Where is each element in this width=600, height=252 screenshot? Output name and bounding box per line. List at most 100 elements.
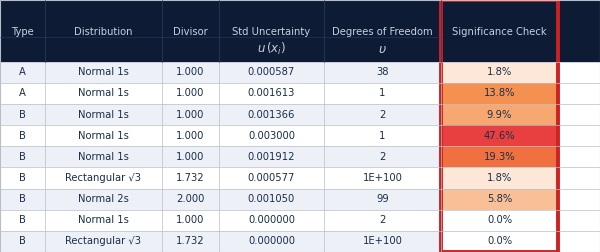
Text: 0.0%: 0.0% (487, 236, 512, 246)
Text: 1.000: 1.000 (176, 110, 205, 120)
Bar (0, 167, 45, 188)
Text: Normal 2s: Normal 2s (78, 194, 129, 204)
Text: 13.8%: 13.8% (484, 88, 515, 99)
Bar (324, 104, 441, 125)
Text: Normal 1s: Normal 1s (78, 110, 129, 120)
Text: 2: 2 (379, 152, 386, 162)
Bar (219, 167, 324, 188)
Bar (441, 104, 558, 125)
Text: 1.8%: 1.8% (487, 173, 512, 183)
Text: B: B (19, 236, 26, 246)
Bar (219, 104, 324, 125)
Text: B: B (19, 152, 26, 162)
Text: 0.003000: 0.003000 (248, 131, 295, 141)
Bar (324, 231, 441, 252)
Bar (0, 188, 45, 210)
Text: 47.6%: 47.6% (484, 131, 515, 141)
Text: Normal 1s: Normal 1s (78, 131, 129, 141)
Bar (0, 210, 45, 231)
Bar (441, 167, 558, 188)
Text: 1.000: 1.000 (176, 67, 205, 77)
Text: 99: 99 (376, 194, 389, 204)
Text: B: B (19, 215, 26, 225)
Text: $u\,(x_i)$: $u\,(x_i)$ (257, 41, 286, 57)
Text: 0.001366: 0.001366 (248, 110, 295, 120)
Bar (219, 188, 324, 210)
Text: 5.8%: 5.8% (487, 194, 512, 204)
Text: A: A (19, 88, 26, 99)
Text: B: B (19, 110, 26, 120)
Bar (441, 83, 558, 104)
Bar (441, 231, 558, 252)
Bar (441, 0, 558, 252)
Text: 1: 1 (379, 131, 386, 141)
Bar (45, 62, 162, 83)
Bar (324, 210, 441, 231)
Bar (0, 146, 45, 167)
Bar (162, 210, 219, 231)
Bar (162, 167, 219, 188)
Bar (162, 125, 219, 146)
Text: 0.001613: 0.001613 (248, 88, 295, 99)
Bar (0, 104, 45, 125)
Text: 2: 2 (379, 215, 386, 225)
Bar (219, 83, 324, 104)
Text: 0.000587: 0.000587 (248, 67, 295, 77)
Bar (441, 125, 558, 146)
Text: Normal 1s: Normal 1s (78, 67, 129, 77)
Text: A: A (19, 67, 26, 77)
Bar (162, 83, 219, 104)
Text: 38: 38 (376, 67, 389, 77)
Bar (162, 188, 219, 210)
Text: 1: 1 (379, 88, 386, 99)
Text: 1.732: 1.732 (176, 173, 205, 183)
Bar (162, 62, 219, 83)
Text: 1E+100: 1E+100 (362, 173, 403, 183)
Bar (324, 167, 441, 188)
Bar (0, 231, 45, 252)
Bar (0, 62, 45, 83)
Text: $\upsilon$: $\upsilon$ (378, 43, 387, 56)
Text: 1E+100: 1E+100 (362, 236, 403, 246)
Bar (324, 146, 441, 167)
Bar (441, 210, 558, 231)
Text: 19.3%: 19.3% (484, 152, 515, 162)
Bar (162, 104, 219, 125)
Bar (45, 104, 162, 125)
Text: Degrees of Freedom: Degrees of Freedom (332, 27, 433, 37)
Bar (324, 83, 441, 104)
Text: 1.000: 1.000 (176, 152, 205, 162)
Text: 0.0%: 0.0% (487, 215, 512, 225)
Bar (219, 125, 324, 146)
Text: 2: 2 (379, 110, 386, 120)
Bar (162, 231, 219, 252)
Bar (441, 188, 558, 210)
Text: Rectangular √3: Rectangular √3 (65, 236, 142, 246)
Text: B: B (19, 173, 26, 183)
Text: 1.000: 1.000 (176, 215, 205, 225)
Text: B: B (19, 194, 26, 204)
Bar (219, 210, 324, 231)
Bar (219, 146, 324, 167)
Text: 0.000000: 0.000000 (248, 215, 295, 225)
Text: 1.000: 1.000 (176, 88, 205, 99)
Text: Type: Type (11, 27, 34, 37)
Bar (219, 231, 324, 252)
Text: Rectangular √3: Rectangular √3 (65, 173, 142, 183)
Bar (45, 210, 162, 231)
Text: 0.000000: 0.000000 (248, 236, 295, 246)
Text: 9.9%: 9.9% (487, 110, 512, 120)
Text: Normal 1s: Normal 1s (78, 88, 129, 99)
Text: B: B (19, 131, 26, 141)
Bar (219, 62, 324, 83)
Text: 0.001912: 0.001912 (248, 152, 295, 162)
Bar (45, 167, 162, 188)
Bar (324, 188, 441, 210)
Text: 0.000577: 0.000577 (248, 173, 295, 183)
Bar (441, 62, 558, 83)
Text: Normal 1s: Normal 1s (78, 215, 129, 225)
Bar (45, 125, 162, 146)
Text: 1.732: 1.732 (176, 236, 205, 246)
Bar (0, 125, 45, 146)
Text: 0.001050: 0.001050 (248, 194, 295, 204)
